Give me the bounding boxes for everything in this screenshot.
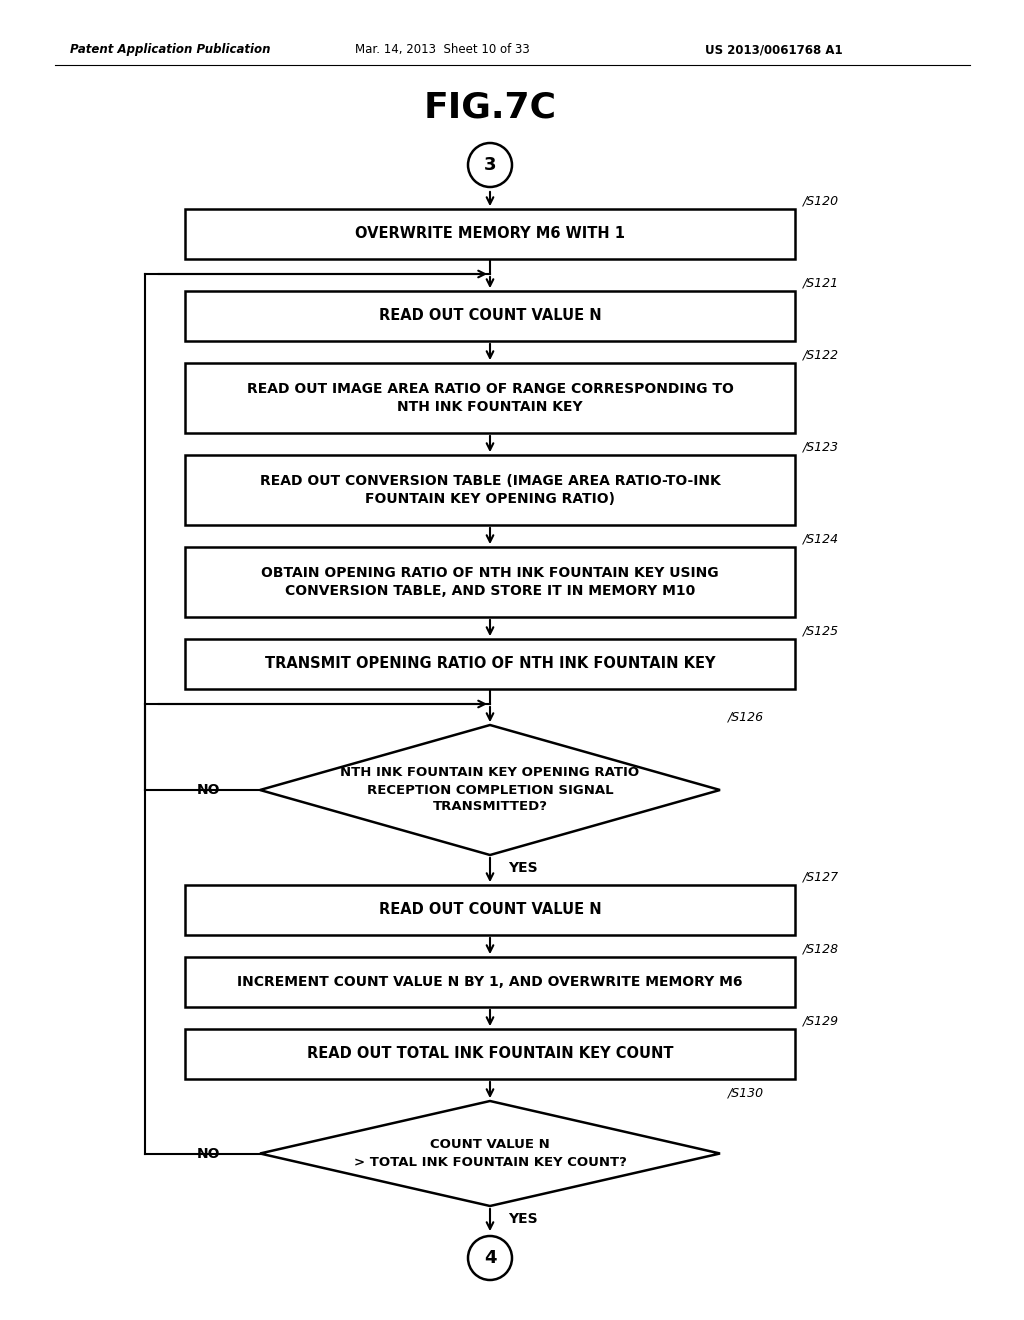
Text: /S130: /S130 bbox=[728, 1086, 764, 1100]
Text: /S125: /S125 bbox=[803, 624, 839, 638]
Text: /S124: /S124 bbox=[803, 532, 839, 545]
Text: READ OUT CONVERSION TABLE (IMAGE AREA RATIO-TO-INK
FOUNTAIN KEY OPENING RATIO): READ OUT CONVERSION TABLE (IMAGE AREA RA… bbox=[260, 474, 720, 506]
Text: 4: 4 bbox=[483, 1249, 497, 1267]
Bar bbox=[185, 363, 795, 433]
Text: NO: NO bbox=[197, 783, 220, 797]
Bar bbox=[185, 884, 795, 935]
Text: /S123: /S123 bbox=[803, 440, 839, 453]
Text: US 2013/0061768 A1: US 2013/0061768 A1 bbox=[705, 44, 843, 57]
Text: INCREMENT COUNT VALUE N BY 1, AND OVERWRITE MEMORY M6: INCREMENT COUNT VALUE N BY 1, AND OVERWR… bbox=[238, 975, 742, 989]
Text: READ OUT TOTAL INK FOUNTAIN KEY COUNT: READ OUT TOTAL INK FOUNTAIN KEY COUNT bbox=[307, 1047, 673, 1061]
Text: OBTAIN OPENING RATIO OF NTH INK FOUNTAIN KEY USING
CONVERSION TABLE, AND STORE I: OBTAIN OPENING RATIO OF NTH INK FOUNTAIN… bbox=[261, 566, 719, 598]
Polygon shape bbox=[260, 725, 720, 855]
Text: Patent Application Publication: Patent Application Publication bbox=[70, 44, 270, 57]
Polygon shape bbox=[260, 1101, 720, 1206]
Bar bbox=[185, 209, 795, 259]
Bar bbox=[185, 957, 795, 1007]
Bar bbox=[185, 1030, 795, 1078]
Text: TRANSMIT OPENING RATIO OF NTH INK FOUNTAIN KEY: TRANSMIT OPENING RATIO OF NTH INK FOUNTA… bbox=[265, 656, 715, 672]
Bar bbox=[185, 639, 795, 689]
Text: NO: NO bbox=[197, 1147, 220, 1160]
Text: /S128: /S128 bbox=[803, 942, 839, 954]
Text: FIG.7C: FIG.7C bbox=[424, 91, 556, 125]
Text: /S127: /S127 bbox=[803, 870, 839, 883]
Text: YES: YES bbox=[508, 1212, 538, 1226]
Text: 3: 3 bbox=[483, 156, 497, 174]
Text: NTH INK FOUNTAIN KEY OPENING RATIO
RECEPTION COMPLETION SIGNAL
TRANSMITTED?: NTH INK FOUNTAIN KEY OPENING RATIO RECEP… bbox=[340, 767, 640, 813]
Text: READ OUT COUNT VALUE N: READ OUT COUNT VALUE N bbox=[379, 903, 601, 917]
Text: YES: YES bbox=[508, 861, 538, 875]
Text: READ OUT COUNT VALUE N: READ OUT COUNT VALUE N bbox=[379, 309, 601, 323]
Text: READ OUT IMAGE AREA RATIO OF RANGE CORRESPONDING TO
NTH INK FOUNTAIN KEY: READ OUT IMAGE AREA RATIO OF RANGE CORRE… bbox=[247, 381, 733, 414]
Bar bbox=[185, 455, 795, 525]
Text: COUNT VALUE N
> TOTAL INK FOUNTAIN KEY COUNT?: COUNT VALUE N > TOTAL INK FOUNTAIN KEY C… bbox=[353, 1138, 627, 1168]
Text: /S120: /S120 bbox=[803, 194, 839, 207]
Bar bbox=[185, 290, 795, 341]
Text: /S121: /S121 bbox=[803, 276, 839, 289]
Text: OVERWRITE MEMORY M6 WITH 1: OVERWRITE MEMORY M6 WITH 1 bbox=[355, 227, 625, 242]
Text: /S122: /S122 bbox=[803, 348, 839, 360]
Text: /S126: /S126 bbox=[728, 710, 764, 723]
Bar bbox=[185, 546, 795, 616]
Text: Mar. 14, 2013  Sheet 10 of 33: Mar. 14, 2013 Sheet 10 of 33 bbox=[355, 44, 529, 57]
Text: /S129: /S129 bbox=[803, 1014, 839, 1027]
